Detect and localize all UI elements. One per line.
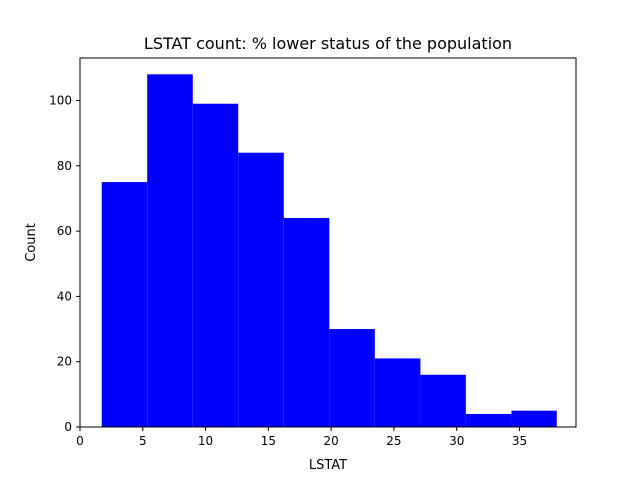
x-tick-label-3: 15 [261, 434, 276, 448]
y-tick-label-5: 100 [49, 93, 72, 107]
histogram-bar-6 [374, 358, 421, 427]
y-tick-label-3: 60 [57, 224, 72, 238]
histogram-bar-3 [238, 152, 284, 428]
histogram-bar-4 [283, 218, 330, 427]
y-axis-ticks: 0 20 40 60 80 100 [49, 93, 80, 434]
x-tick-label-1: 5 [139, 434, 147, 448]
y-tick-label-0: 0 [64, 420, 72, 434]
y-tick-label-1: 20 [57, 355, 72, 369]
x-tick-label-5: 25 [386, 434, 401, 448]
histogram-bar-2 [192, 103, 239, 428]
bars-group [101, 74, 557, 428]
x-tick-label-6: 30 [449, 434, 464, 448]
x-tick-label-7: 35 [512, 434, 527, 448]
histogram-bar-1 [147, 74, 193, 428]
x-tick-label-0: 0 [76, 434, 84, 448]
plot-frame [79, 57, 577, 428]
x-tick-label-4: 20 [323, 434, 338, 448]
y-tick-label-2: 40 [57, 289, 72, 303]
histogram-bar-5 [329, 329, 375, 427]
x-tick-label-2: 10 [198, 434, 213, 448]
x-axis-label: LSTAT [309, 458, 347, 473]
y-axis-label: Count [24, 223, 39, 262]
chart-title: LSTAT count: % lower status of the popul… [144, 34, 512, 53]
histogram-bar-0 [101, 182, 148, 427]
histogram-bar-9 [511, 410, 557, 427]
histogram-bar-8 [465, 413, 512, 427]
x-axis-ticks: 0 5 10 15 20 25 30 35 [76, 427, 527, 448]
y-tick-label-4: 80 [57, 159, 72, 173]
histogram-bar-7 [420, 374, 466, 427]
